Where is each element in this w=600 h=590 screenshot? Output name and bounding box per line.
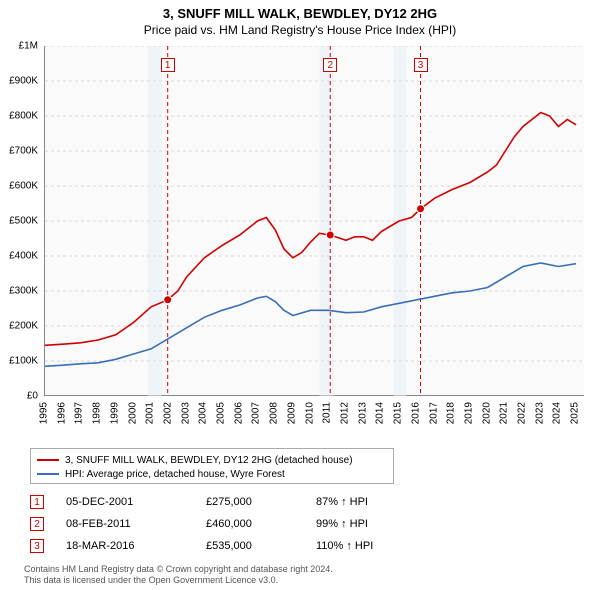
legend: 3, SNUFF MILL WALK, BEWDLEY, DY12 2HG (d…: [30, 448, 394, 484]
x-axis-ticks: 1995199619971998199920002001200220032004…: [44, 396, 584, 446]
transaction-table: 1 05-DEC-2001£275,00087% ↑ HPI 2 08-FEB-201…: [30, 492, 570, 558]
legend-label: 3, SNUFF MILL WALK, BEWDLEY, DY12 2HG (d…: [65, 455, 353, 466]
y-tick-label: £800K: [9, 111, 38, 122]
x-tick-label: 2009: [286, 402, 297, 424]
legend-item: 3, SNUFF MILL WALK, BEWDLEY, DY12 2HG (d…: [37, 453, 387, 467]
chart-container: 3, SNUFF MILL WALK, BEWDLEY, DY12 2HG Pr…: [0, 0, 600, 590]
x-tick-label: 1995: [39, 402, 50, 424]
y-tick-label: £1M: [19, 41, 38, 52]
x-tick-label: 2002: [162, 402, 173, 424]
x-tick-label: 2007: [251, 402, 262, 424]
x-tick-label: 2016: [410, 402, 421, 424]
transaction-index: 1: [30, 495, 44, 509]
transaction-pct: 99% ↑ HPI: [316, 518, 436, 530]
x-tick-label: 2021: [499, 402, 510, 424]
y-tick-label: £500K: [9, 216, 38, 227]
transaction-pct: 110% ↑ HPI: [316, 540, 436, 552]
transaction-row: 2 08-FEB-2011£460,00099% ↑ HPI: [30, 514, 570, 534]
x-tick-label: 2000: [127, 402, 138, 424]
transaction-index: 3: [30, 539, 44, 553]
y-tick-label: £400K: [9, 251, 38, 262]
event-marker-1: 1: [161, 58, 175, 72]
x-tick-label: 2020: [481, 402, 492, 424]
x-tick-label: 2025: [570, 402, 581, 424]
y-tick-label: £100K: [9, 356, 38, 367]
transaction-price: £275,000: [206, 496, 316, 508]
event-marker-3: 3: [414, 58, 428, 72]
x-tick-label: 2017: [428, 402, 439, 424]
x-tick-label: 1999: [109, 402, 120, 424]
x-tick-label: 2012: [339, 402, 350, 424]
x-tick-label: 1997: [74, 402, 85, 424]
x-tick-label: 2008: [269, 402, 280, 424]
x-tick-label: 2014: [375, 402, 386, 424]
x-tick-label: 2022: [517, 402, 528, 424]
event-marker-2: 2: [323, 58, 337, 72]
plot-area: 1 2 3: [44, 46, 584, 396]
x-tick-label: 2023: [534, 402, 545, 424]
x-tick-label: 2019: [463, 402, 474, 424]
x-tick-label: 2024: [552, 402, 563, 424]
x-tick-label: 2001: [145, 402, 156, 424]
transaction-price: £460,000: [206, 518, 316, 530]
transaction-date: 05-DEC-2001: [66, 496, 206, 508]
x-tick-label: 2013: [357, 402, 368, 424]
transaction-index: 2: [30, 517, 44, 531]
x-tick-label: 2006: [233, 402, 244, 424]
y-tick-label: £700K: [9, 146, 38, 157]
title-block: 3, SNUFF MILL WALK, BEWDLEY, DY12 2HG Pr…: [0, 0, 600, 37]
x-tick-label: 2005: [216, 402, 227, 424]
y-tick-label: £0: [27, 391, 38, 402]
x-tick-label: 2010: [304, 402, 315, 424]
footer: Contains HM Land Registry data © Crown c…: [24, 564, 584, 586]
y-tick-label: £200K: [9, 321, 38, 332]
legend-swatch: [37, 473, 59, 475]
transaction-date: 18-MAR-2016: [66, 540, 206, 552]
x-tick-label: 2015: [393, 402, 404, 424]
x-tick-label: 2011: [322, 402, 333, 424]
transaction-row: 1 05-DEC-2001£275,00087% ↑ HPI: [30, 492, 570, 512]
transaction-date: 08-FEB-2011: [66, 518, 206, 530]
y-tick-label: £900K: [9, 76, 38, 87]
footer-line-1: Contains HM Land Registry data © Crown c…: [24, 564, 584, 575]
x-tick-label: 1998: [92, 402, 103, 424]
x-tick-label: 2018: [446, 402, 457, 424]
x-tick-label: 1996: [56, 402, 67, 424]
chart-subtitle: Price paid vs. HM Land Registry's House …: [0, 23, 600, 37]
plot-svg: [45, 46, 585, 396]
x-tick-label: 2003: [180, 402, 191, 424]
transaction-pct: 87% ↑ HPI: [316, 496, 436, 508]
y-tick-label: £300K: [9, 286, 38, 297]
y-tick-label: £600K: [9, 181, 38, 192]
legend-item: HPI: Average price, detached house, Wyre…: [37, 467, 387, 481]
chart-title: 3, SNUFF MILL WALK, BEWDLEY, DY12 2HG: [0, 6, 600, 21]
footer-line-2: This data is licensed under the Open Gov…: [24, 575, 584, 586]
transaction-row: 3 18-MAR-2016£535,000110% ↑ HPI: [30, 536, 570, 556]
y-axis-ticks: £0£100K£200K£300K£400K£500K£600K£700K£80…: [0, 46, 42, 396]
transaction-price: £535,000: [206, 540, 316, 552]
legend-swatch: [37, 459, 59, 461]
legend-label: HPI: Average price, detached house, Wyre…: [65, 469, 285, 480]
x-tick-label: 2004: [198, 402, 209, 424]
